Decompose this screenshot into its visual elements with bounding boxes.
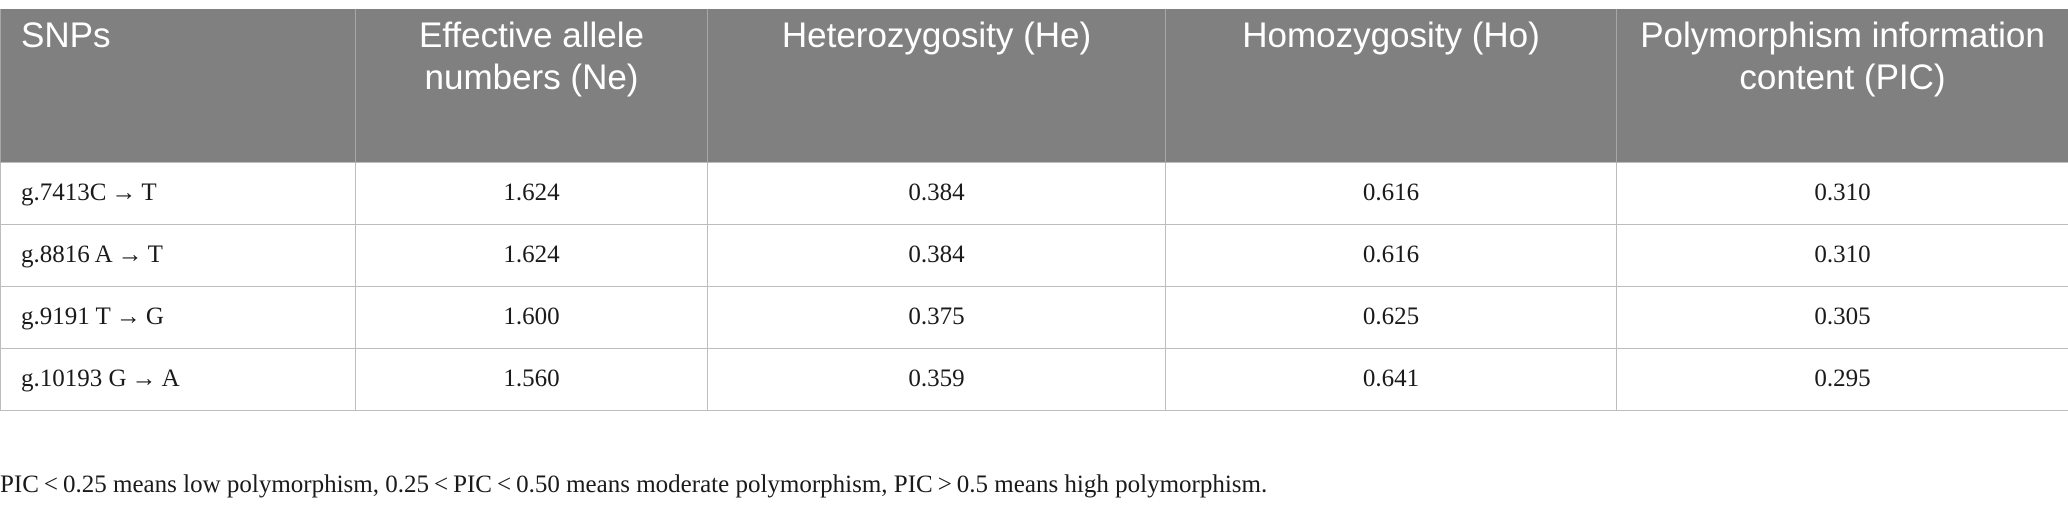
- cell-ne: 1.560: [355, 347, 708, 411]
- cell-snp: g.8816 A → T: [0, 223, 356, 287]
- cell-ho: 0.616: [1165, 161, 1617, 225]
- table-footnote: PIC < 0.25 means low polymorphism, 0.25 …: [0, 471, 1268, 498]
- header-effective-allele-numbers: Effective allele numbers (Ne): [355, 9, 708, 162]
- table-body: g.7413C → T 1.624 0.384 0.616 0.310 g.88…: [0, 161, 2068, 411]
- cell-ho: 0.616: [1165, 223, 1617, 287]
- snp-table-container: SNPs Effective allele numbers (Ne) Heter…: [0, 9, 2068, 411]
- cell-pic: 0.295: [1616, 347, 2068, 411]
- cell-ne: 1.624: [355, 161, 708, 225]
- cell-ne: 1.624: [355, 223, 708, 287]
- cell-pic: 0.310: [1616, 161, 2068, 225]
- table-row: g.9191 T → G 1.600 0.375 0.625 0.305: [0, 285, 2068, 349]
- cell-he: 0.375: [707, 285, 1166, 349]
- cell-ho: 0.625: [1165, 285, 1617, 349]
- cell-snp: g.10193 G → A: [0, 347, 356, 411]
- header-heterozygosity: Heterozygosity (He): [707, 9, 1166, 162]
- cell-he: 0.384: [707, 223, 1166, 287]
- table-row: g.8816 A → T 1.624 0.384 0.616 0.310: [0, 223, 2068, 287]
- table-header: SNPs Effective allele numbers (Ne) Heter…: [0, 9, 2068, 162]
- snp-polymorphism-table: SNPs Effective allele numbers (Ne) Heter…: [0, 9, 2068, 411]
- header-homozygosity: Homozygosity (Ho): [1165, 9, 1617, 162]
- cell-ho: 0.641: [1165, 347, 1617, 411]
- header-snps: SNPs: [0, 9, 356, 162]
- cell-snp: g.9191 T → G: [0, 285, 356, 349]
- cell-pic: 0.310: [1616, 223, 2068, 287]
- cell-ne: 1.600: [355, 285, 708, 349]
- table-row: g.10193 G → A 1.560 0.359 0.641 0.295: [0, 347, 2068, 411]
- cell-snp: g.7413C → T: [0, 161, 356, 225]
- cell-pic: 0.305: [1616, 285, 2068, 349]
- cell-he: 0.359: [707, 347, 1166, 411]
- cell-he: 0.384: [707, 161, 1166, 225]
- header-row: SNPs Effective allele numbers (Ne) Heter…: [0, 9, 2068, 162]
- table-row: g.7413C → T 1.624 0.384 0.616 0.310: [0, 161, 2068, 225]
- header-pic: Polymorphism information content (PIC): [1616, 9, 2068, 162]
